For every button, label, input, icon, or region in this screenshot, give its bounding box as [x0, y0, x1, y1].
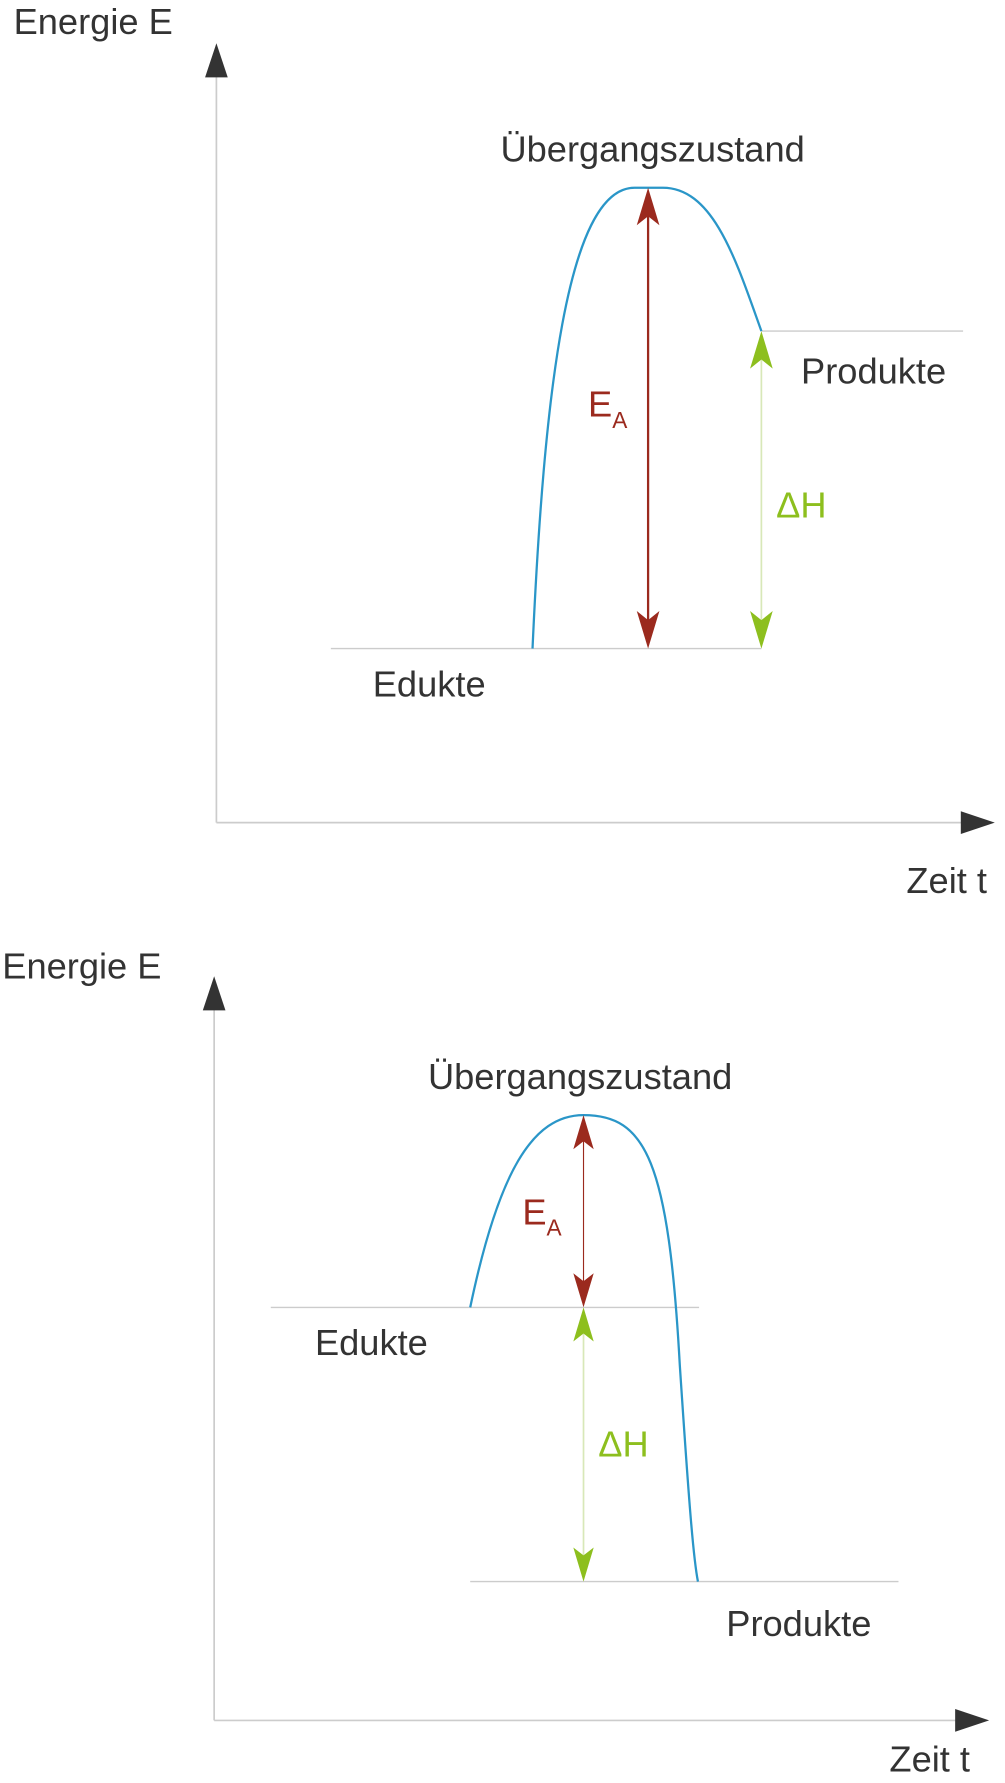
symbol: E [588, 383, 612, 424]
subscript: A [547, 1215, 563, 1241]
y-axis-label: Energie E [2, 945, 161, 986]
enthalpy-label: ΔH [776, 485, 826, 526]
enthalpy-label: ΔH [598, 1423, 648, 1464]
arrowhead [636, 187, 660, 226]
reactants-label: Edukte [315, 1322, 428, 1363]
arrowhead [205, 43, 228, 78]
arrowhead [955, 1709, 990, 1732]
x-axis-label: Zeit t [906, 860, 987, 901]
x-axis-label: Zeit t [889, 1739, 970, 1780]
subscript: A [612, 407, 628, 433]
arrowhead [573, 1307, 594, 1342]
energy-curve [531, 186, 763, 649]
diagram-endothermic: Energie E Zeit t Übergangszustand Produk… [14, 1, 995, 901]
y-axis-label: Energie E [14, 1, 173, 42]
transition-state-label: Übergangszustand [500, 129, 804, 170]
arrowhead [573, 1547, 594, 1582]
products-label: Produkte [801, 350, 946, 391]
products-label: Produkte [726, 1603, 871, 1644]
arrowhead [750, 331, 773, 369]
diagram-exothermic: Energie E Zeit t Übergangszustand Edukte… [2, 945, 990, 1780]
arrowhead [573, 1273, 594, 1308]
activation-energy-label: EA [522, 1191, 562, 1240]
energy-curve [469, 1113, 700, 1582]
transition-state-label: Übergangszustand [428, 1056, 732, 1097]
activation-energy-label: EA [588, 383, 628, 432]
reactants-label: Edukte [373, 663, 486, 704]
arrowhead [960, 811, 995, 835]
symbol: E [522, 1191, 546, 1232]
arrowhead [202, 976, 226, 1011]
arrowhead [636, 611, 660, 649]
arrowhead [573, 1115, 594, 1150]
arrowhead [750, 611, 773, 649]
